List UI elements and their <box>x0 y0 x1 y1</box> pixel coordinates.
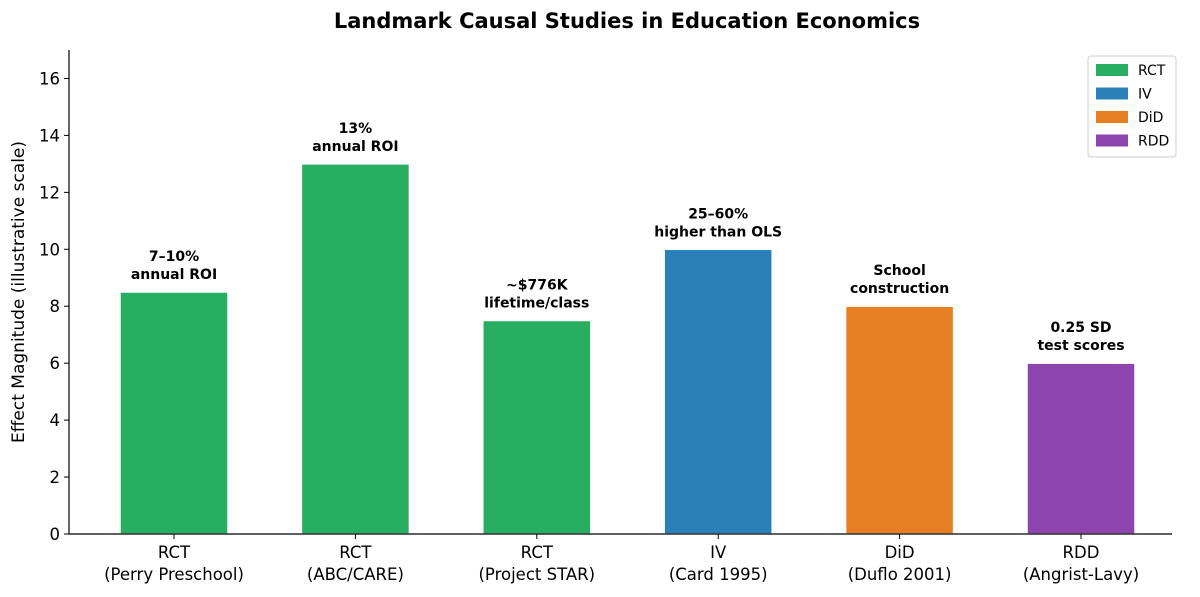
bar-rct <box>119 291 229 535</box>
bar-rct <box>482 319 592 535</box>
bar-rdd <box>1026 362 1136 535</box>
y-tick-label: 16 <box>39 69 60 88</box>
bars-group <box>119 163 1136 535</box>
x-tick-label: RCT (Perry Preschool) <box>104 543 244 584</box>
y-tick-label: 6 <box>50 354 61 373</box>
y-ticks-group: 0 2 4 6 8 10 12 14 16 <box>39 69 69 544</box>
chart-title: Landmark Causal Studies in Education Eco… <box>334 9 920 33</box>
legend-label: RCT <box>1138 63 1166 79</box>
legend-box <box>1087 55 1177 158</box>
x-tick-label: RCT (ABC/CARE) <box>307 543 404 584</box>
legend-label: IV <box>1138 87 1152 103</box>
data-label: 13% annual ROI <box>312 121 398 155</box>
bar-rct <box>300 163 411 535</box>
x-tick-label: RDD (Angrist-Lavy) <box>1023 543 1139 584</box>
bar-iv <box>663 248 773 535</box>
data-label: 0.25 SD test scores <box>1037 320 1124 354</box>
data-label: School construction <box>850 263 949 297</box>
y-tick-label: 0 <box>50 525 61 544</box>
y-tick-label: 12 <box>39 183 60 202</box>
data-label: 25–60% higher than OLS <box>654 206 782 240</box>
x-tick-label: DiD (Duflo 2001) <box>848 543 952 584</box>
data-labels-group: 7–10% annual ROI 13% annual ROI ~$776K lifeti… <box>131 121 1125 354</box>
legend: RCT IV DiD RDD <box>1087 55 1177 158</box>
legend-label: DiD <box>1138 110 1163 126</box>
legend-swatch-rdd <box>1096 134 1128 147</box>
x-ticks-group: RCT (Perry Preschool) RCT (ABC/CARE) RCT (Pro… <box>104 534 1139 584</box>
y-tick-label: 2 <box>50 468 61 487</box>
y-tick-label: 10 <box>39 240 60 259</box>
x-tick-label: RCT (Project STAR) <box>478 543 595 584</box>
y-axis-label: Effect Magnitude (illustrative scale) <box>9 141 29 443</box>
y-tick-label: 4 <box>50 411 61 430</box>
legend-label: RDD <box>1138 134 1169 150</box>
x-tick-label: IV (Card 1995) <box>669 543 768 584</box>
y-tick-label: 14 <box>39 126 60 145</box>
data-label: ~$776K lifetime/class <box>484 277 589 311</box>
legend-swatch-iv <box>1096 87 1128 100</box>
legend-swatch-did <box>1096 111 1128 123</box>
legend-swatch-rct <box>1096 64 1128 76</box>
data-label: 7–10% annual ROI <box>131 249 217 283</box>
y-tick-label: 8 <box>50 297 61 316</box>
bar-did <box>844 305 955 535</box>
